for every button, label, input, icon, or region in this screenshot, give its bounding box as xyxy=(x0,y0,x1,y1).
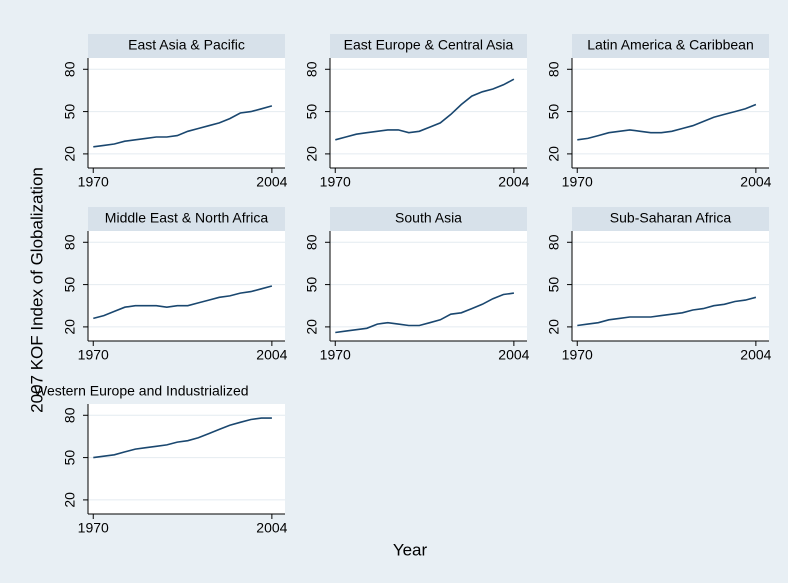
panel-title-band xyxy=(572,34,769,58)
x-tick-label: 1970 xyxy=(320,347,351,363)
series-line xyxy=(335,292,515,334)
y-tick-label: 20 xyxy=(546,146,562,162)
series-line xyxy=(577,296,757,327)
y-tick-label: 80 xyxy=(62,407,78,423)
y-tick-label: 50 xyxy=(304,104,320,120)
plot-area xyxy=(88,231,285,341)
panel-title-band xyxy=(88,34,285,58)
y-tick-label: 50 xyxy=(546,277,562,293)
panel-title: South Asia xyxy=(395,210,462,226)
x-tick-label: 1970 xyxy=(78,174,109,190)
plot-area xyxy=(572,58,769,168)
panel-title: East Europe & Central Asia xyxy=(344,37,514,53)
plot-area xyxy=(572,231,769,341)
panel-title-band xyxy=(330,34,527,58)
panel-title-band xyxy=(88,207,285,231)
y-tick-label: 50 xyxy=(304,277,320,293)
panel-title: Middle East & North Africa xyxy=(105,210,269,226)
y-tick-label: 50 xyxy=(62,277,78,293)
panel-title: East Asia & Pacific xyxy=(128,37,245,53)
plot-area xyxy=(88,58,285,168)
y-tick-label: 80 xyxy=(304,234,320,250)
y-tick-label: 80 xyxy=(62,234,78,250)
x-tick-label: 1970 xyxy=(78,520,109,536)
y-tick-label: 80 xyxy=(546,234,562,250)
y-tick-label: 20 xyxy=(304,146,320,162)
x-tick-label: 2004 xyxy=(498,347,529,363)
y-tick-label: 20 xyxy=(62,146,78,162)
x-tick-label: 1970 xyxy=(562,347,593,363)
y-tick-label: 80 xyxy=(304,61,320,77)
series-line xyxy=(93,285,273,320)
x-tick-label: 2004 xyxy=(740,347,771,363)
plot-area xyxy=(330,231,527,341)
x-axis-label: Year xyxy=(393,540,428,559)
y-tick-label: 20 xyxy=(304,319,320,335)
panel-title-band xyxy=(572,207,769,231)
panel-title: Sub-Saharan Africa xyxy=(610,210,732,226)
y-axis-label: 2007 KOF Index of Globalization xyxy=(27,167,46,413)
x-tick-label: 1970 xyxy=(78,347,109,363)
panel-title: Western Europe and Industrialized xyxy=(34,383,249,399)
panel-title: Latin America & Caribbean xyxy=(587,37,754,53)
x-tick-label: 2004 xyxy=(256,520,287,536)
series-line xyxy=(577,103,757,141)
x-tick-label: 2004 xyxy=(256,174,287,190)
y-tick-label: 50 xyxy=(62,104,78,120)
y-tick-label: 50 xyxy=(546,104,562,120)
y-tick-label: 20 xyxy=(62,319,78,335)
x-tick-label: 2004 xyxy=(740,174,771,190)
series-line xyxy=(93,105,273,148)
x-tick-label: 1970 xyxy=(320,174,351,190)
y-tick-label: 20 xyxy=(546,319,562,335)
y-tick-label: 80 xyxy=(546,61,562,77)
panel-title-band xyxy=(330,207,527,231)
series-line xyxy=(335,78,515,141)
plot-area xyxy=(88,404,285,514)
y-tick-label: 80 xyxy=(62,61,78,77)
x-tick-label: 2004 xyxy=(256,347,287,363)
plot-area xyxy=(330,58,527,168)
y-tick-label: 50 xyxy=(62,450,78,466)
y-tick-label: 20 xyxy=(62,492,78,508)
series-line xyxy=(93,417,272,459)
x-tick-label: 1970 xyxy=(562,174,593,190)
x-tick-label: 2004 xyxy=(498,174,529,190)
